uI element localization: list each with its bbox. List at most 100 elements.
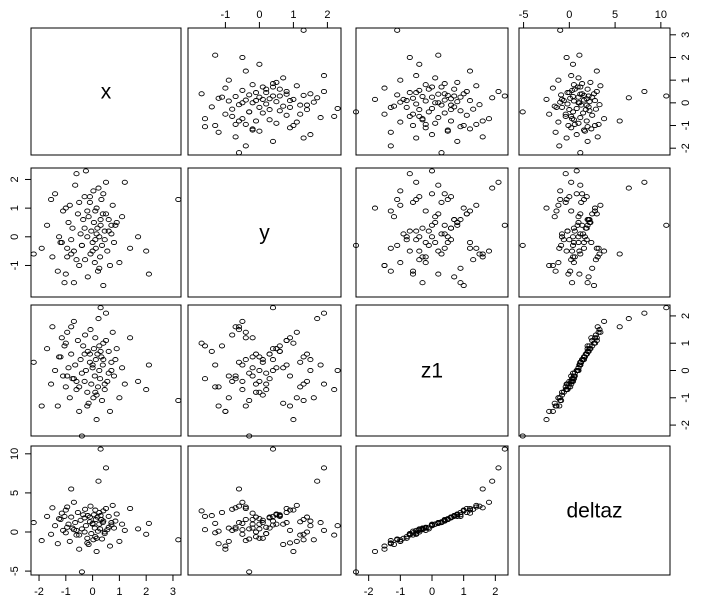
data-point xyxy=(64,373,71,379)
data-point xyxy=(397,99,404,105)
data-point xyxy=(413,529,420,535)
data-point xyxy=(406,90,413,96)
data-point xyxy=(447,194,455,200)
data-point xyxy=(394,537,401,543)
tick-label: 2 xyxy=(324,9,330,21)
data-point xyxy=(425,86,432,92)
data-point xyxy=(92,237,99,243)
data-point xyxy=(256,61,263,67)
data-point xyxy=(570,225,577,231)
data-point xyxy=(242,97,249,103)
data-point xyxy=(249,516,256,523)
data-point xyxy=(70,376,77,382)
data-point xyxy=(409,268,417,274)
data-point xyxy=(222,111,229,117)
data-point xyxy=(457,124,464,130)
data-point xyxy=(314,95,321,101)
data-point xyxy=(466,507,474,513)
data-point xyxy=(100,191,107,197)
data-point xyxy=(501,222,508,228)
tick-label: 3 xyxy=(680,32,692,38)
data-point xyxy=(593,211,600,217)
data-point xyxy=(98,397,106,404)
data-point xyxy=(447,107,455,113)
data-point xyxy=(143,387,150,393)
data-point xyxy=(229,527,236,533)
data-point xyxy=(569,61,577,67)
data-point xyxy=(577,211,584,217)
data-point xyxy=(479,486,486,492)
data-point xyxy=(591,122,599,129)
data-point xyxy=(82,332,89,338)
data-point xyxy=(86,351,93,357)
data-point xyxy=(269,93,277,99)
data-point xyxy=(444,239,451,246)
data-point xyxy=(387,104,394,110)
data-point xyxy=(57,239,64,246)
data-point xyxy=(235,150,243,156)
data-point xyxy=(78,242,85,248)
data-point xyxy=(553,104,560,110)
data-point xyxy=(143,248,150,254)
data-point xyxy=(557,397,564,404)
data-point xyxy=(584,86,591,92)
panel-frame xyxy=(187,445,342,576)
data-point xyxy=(568,113,575,119)
data-point xyxy=(594,134,601,140)
data-point xyxy=(293,119,300,125)
data-point xyxy=(256,378,263,384)
data-point xyxy=(441,516,448,523)
data-point xyxy=(563,248,570,254)
data-point xyxy=(68,324,75,330)
data-point xyxy=(49,505,56,511)
data-point xyxy=(175,397,182,404)
left-axis-deltaz: -5 0 5 10 xyxy=(9,448,32,576)
data-point xyxy=(585,93,592,99)
data-point xyxy=(397,119,404,125)
data-point xyxy=(252,389,260,395)
data-point xyxy=(273,120,280,126)
data-point xyxy=(76,408,83,414)
data-point xyxy=(587,79,594,85)
data-point xyxy=(56,516,63,522)
data-point xyxy=(371,96,379,102)
data-point xyxy=(116,395,123,401)
data-point xyxy=(127,335,134,341)
data-point xyxy=(584,138,591,144)
data-point xyxy=(269,446,277,452)
data-point xyxy=(451,513,458,519)
data-point xyxy=(438,150,445,156)
tick-label: 2 xyxy=(492,586,498,598)
data-point xyxy=(256,367,263,374)
data-point xyxy=(560,389,567,395)
tick-label: 1 xyxy=(680,77,692,83)
data-point xyxy=(457,108,464,114)
data-point xyxy=(422,121,429,127)
data-point xyxy=(101,387,108,393)
data-point xyxy=(84,403,91,409)
data-point xyxy=(95,478,102,484)
data-point xyxy=(320,73,328,79)
data-point xyxy=(454,513,461,519)
panel-frame xyxy=(187,27,342,156)
data-point xyxy=(266,96,273,102)
data-point xyxy=(269,367,277,374)
data-point xyxy=(470,506,477,512)
data-point xyxy=(290,548,297,555)
data-point xyxy=(105,370,112,376)
data-point xyxy=(565,122,572,129)
data-point xyxy=(269,84,277,90)
data-point xyxy=(575,120,582,126)
data-point xyxy=(495,179,502,185)
data-point xyxy=(432,120,439,126)
data-point xyxy=(61,343,68,349)
data-point xyxy=(571,228,578,234)
data-point xyxy=(280,75,287,81)
data-point xyxy=(263,524,270,530)
data-point xyxy=(479,254,486,260)
data-point xyxy=(293,395,300,401)
data-point xyxy=(447,96,455,102)
data-point xyxy=(94,514,101,520)
data-point xyxy=(552,268,559,274)
data-point xyxy=(543,417,550,423)
